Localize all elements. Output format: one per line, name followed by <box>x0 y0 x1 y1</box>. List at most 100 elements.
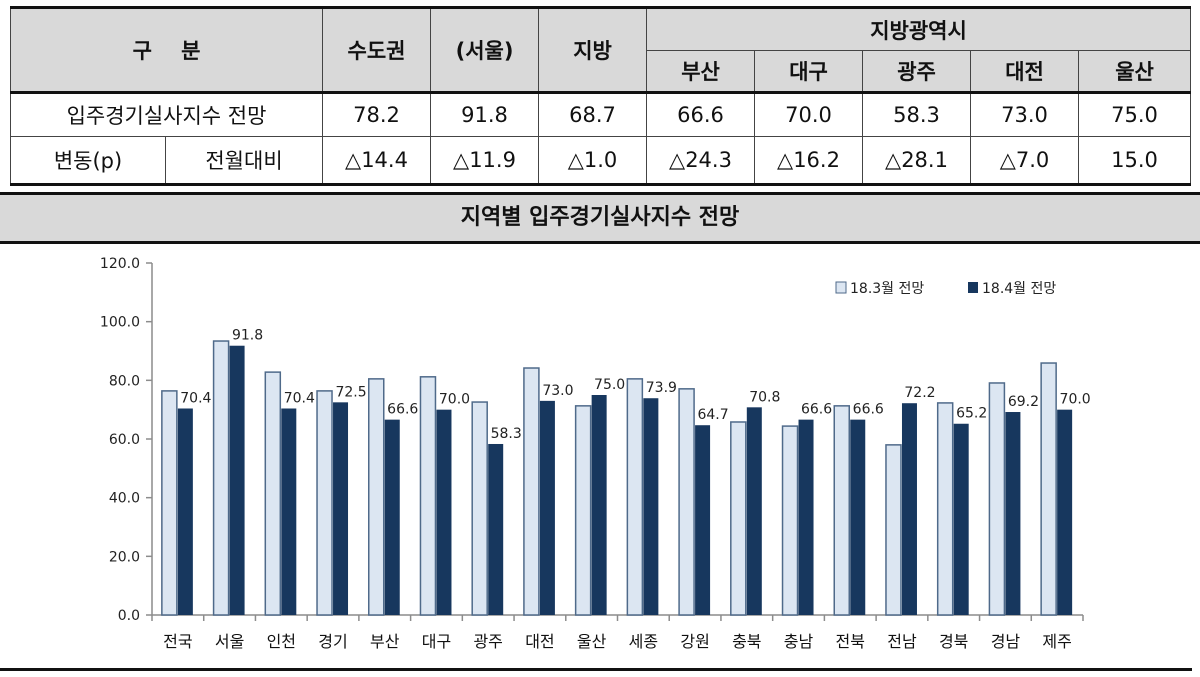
x-category-label: 전국 <box>163 632 192 651</box>
bar-18-3 <box>212 340 230 616</box>
header-metro-group: 지방광역시 <box>646 7 1192 51</box>
header-metro: 대구 <box>754 50 864 93</box>
data-label: 66.6 <box>801 402 832 418</box>
header-metro: 부산 <box>646 50 756 93</box>
data-label: 72.2 <box>904 385 935 401</box>
y-tick-label: 100.0 <box>100 315 140 331</box>
x-category-label: 전북 <box>836 632 865 651</box>
bar-18-4 <box>384 419 400 615</box>
data-label: 73.0 <box>542 383 573 399</box>
data-label: 69.2 <box>1008 394 1039 410</box>
bar-18-4 <box>746 407 762 615</box>
bar-18-4 <box>177 408 193 615</box>
data-label: 70.4 <box>284 390 315 406</box>
header-category: 구 분 <box>9 7 324 93</box>
table-cell: 73.0 <box>970 91 1080 137</box>
table-cell: △14.4 <box>322 136 432 185</box>
y-tick-label: 120.0 <box>100 256 140 272</box>
bar-18-4 <box>953 423 969 615</box>
bar-18-4 <box>591 395 607 615</box>
bar-18-3 <box>523 367 540 616</box>
y-tick-label: 40.0 <box>109 491 140 507</box>
bar-18-3 <box>678 388 695 616</box>
x-category-label: 경북 <box>939 632 968 651</box>
data-label: 70.0 <box>1060 392 1091 408</box>
bar-18-4 <box>901 403 917 615</box>
bar-18-4 <box>798 419 814 615</box>
y-tick-label: 60.0 <box>109 432 140 448</box>
summary-table: 구 분 수도권 (서울) 지방 지방광역시 부산 대구 광주 대전 울산 입주경… <box>9 6 1192 186</box>
y-tick-label: 20.0 <box>109 549 140 565</box>
table-cell: 68.7 <box>538 91 648 137</box>
bar-chart: 0.0 20.0 40.0 60.0 80.0 100.0 120.0 70.4 전국 91.8 서… <box>100 256 1091 651</box>
bar-18-3 <box>574 405 592 616</box>
data-label: 72.5 <box>335 384 366 400</box>
x-category-label: 광주 <box>473 632 502 651</box>
legend-label-18-3: 18.3월 전망 <box>850 281 924 297</box>
table-cell: △16.2 <box>754 136 864 185</box>
data-label: 73.9 <box>646 380 677 396</box>
table-cell: △24.3 <box>646 136 756 185</box>
bar-18-3 <box>988 382 1006 616</box>
table-cell: △28.1 <box>862 136 972 185</box>
header-provinces: 지방 <box>538 7 648 93</box>
bar-18-3 <box>471 401 488 616</box>
data-label: 64.7 <box>697 407 728 423</box>
x-category-label: 강원 <box>680 632 709 651</box>
x-category-label: 부산 <box>370 632 400 651</box>
header-metro: 대전 <box>970 50 1080 93</box>
bar-18-4 <box>539 400 555 615</box>
data-label: 58.3 <box>491 426 522 442</box>
table-cell: △7.0 <box>970 136 1080 185</box>
bar-18-3 <box>316 390 333 616</box>
bar-18-4 <box>643 398 659 615</box>
table-cell: 15.0 <box>1078 136 1192 185</box>
data-label: 66.6 <box>853 402 884 418</box>
x-category-label: 경기 <box>318 632 347 651</box>
data-label: 65.2 <box>956 406 987 422</box>
table-cell: 78.2 <box>322 91 432 137</box>
table-cell: △1.0 <box>538 136 648 185</box>
x-category-label: 세종 <box>629 632 658 651</box>
bottom-rule <box>0 668 1192 671</box>
chart-title: 지역별 입주경기실사지수 전망 <box>0 192 1200 244</box>
bar-18-4 <box>695 425 711 615</box>
bar-18-3 <box>936 402 954 616</box>
data-label: 75.0 <box>594 377 625 393</box>
table-cell: 66.6 <box>646 91 756 137</box>
table-cell: 91.8 <box>430 91 540 137</box>
header-metro: 광주 <box>862 50 972 93</box>
table-cell: 75.0 <box>1078 91 1192 137</box>
x-category-label: 전남 <box>887 632 917 651</box>
legend-swatch-18-3 <box>835 281 847 294</box>
data-label: 66.6 <box>387 402 418 418</box>
row-outlook-label: 입주경기실사지수 전망 <box>9 91 324 137</box>
table-cell: △11.9 <box>430 136 540 185</box>
row-change-label: 변동(p) <box>10 136 166 185</box>
data-label: 91.8 <box>232 328 263 344</box>
bar-18-3 <box>833 405 850 616</box>
bar-18-4 <box>1005 412 1021 615</box>
bar-18-4 <box>1057 409 1073 615</box>
x-category-label: 경남 <box>991 632 1021 651</box>
table-cell: 58.3 <box>862 91 972 137</box>
bar-18-3 <box>368 378 385 616</box>
bar-18-4 <box>488 443 504 615</box>
bar-18-3 <box>419 376 437 616</box>
header-seoul: (서울) <box>430 7 540 93</box>
y-tick-label: 0.0 <box>118 608 140 624</box>
y-tick-label: 80.0 <box>109 373 140 389</box>
bar-18-3 <box>1040 362 1057 616</box>
x-category-label: 제주 <box>1042 632 1071 651</box>
x-category-label: 대구 <box>422 632 451 651</box>
bar-18-4 <box>333 402 349 615</box>
header-metro: 울산 <box>1078 50 1192 93</box>
x-category-label: 충남 <box>784 632 814 651</box>
header-capital: 수도권 <box>322 7 432 93</box>
bar-18-3 <box>161 390 178 616</box>
x-category-label: 충북 <box>732 632 761 651</box>
data-label: 70.0 <box>439 392 470 408</box>
bar-18-4 <box>229 345 245 615</box>
x-category-label: 서울 <box>215 632 244 651</box>
bar-18-3 <box>264 371 282 616</box>
